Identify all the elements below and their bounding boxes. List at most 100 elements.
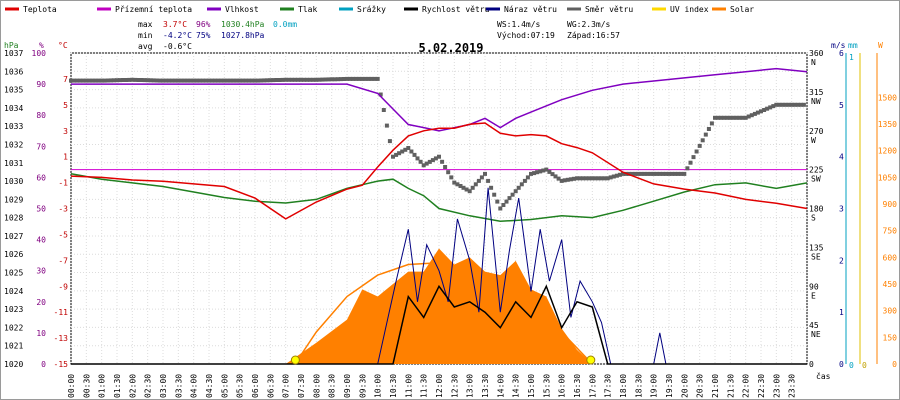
uv-tick-label: 0 bbox=[862, 361, 867, 370]
wind-direction-point bbox=[179, 78, 184, 83]
wind-direction-point bbox=[437, 154, 441, 159]
x-tick-label: 02:30 bbox=[144, 374, 153, 398]
grid bbox=[70, 52, 808, 365]
wind-direction-point bbox=[565, 177, 570, 182]
wind-direction-point bbox=[443, 165, 448, 169]
wind-direction-point bbox=[501, 203, 506, 207]
summary-max-label: max bbox=[138, 20, 153, 29]
wind-direction-point bbox=[703, 132, 708, 137]
humidity-tick-label: 60 bbox=[36, 173, 46, 182]
wind-direction-point bbox=[504, 199, 509, 204]
wind-direction-point bbox=[599, 176, 604, 181]
solar-tick-label: 1200 bbox=[878, 147, 897, 156]
wind-direction-point bbox=[197, 78, 202, 83]
pressure-tick-label: 1030 bbox=[4, 177, 23, 186]
humidity-tick-label: 80 bbox=[36, 111, 46, 120]
wind-direction-point bbox=[292, 77, 297, 82]
wind-direction-point bbox=[621, 171, 625, 176]
wind-tick-label: 6 bbox=[839, 49, 844, 58]
wind-direction-point bbox=[299, 77, 303, 82]
wind-direction-point bbox=[286, 77, 291, 82]
wind-direction-point bbox=[728, 115, 733, 120]
pressure-tick-label: 1037 bbox=[4, 49, 23, 58]
x-tick-label: 20:30 bbox=[696, 374, 705, 398]
x-tick-label: 07:00 bbox=[282, 374, 291, 398]
wind-direction-point bbox=[798, 102, 803, 107]
wind-direction-point bbox=[283, 77, 288, 82]
compass-label: SE bbox=[811, 252, 821, 261]
temperature-tick-label: -11 bbox=[54, 308, 69, 317]
wind-direction-point bbox=[713, 115, 717, 120]
summary-max-press: 1030.4hPa bbox=[221, 20, 265, 29]
wind-direction-point bbox=[323, 77, 328, 82]
wind-direction-point bbox=[663, 171, 668, 176]
x-tick-label: 02:00 bbox=[128, 374, 137, 398]
x-tick-label: 08:30 bbox=[328, 374, 337, 398]
wind-direction-point bbox=[651, 171, 656, 176]
direction-tick-label: 45 bbox=[809, 321, 819, 330]
wind-direction-point bbox=[369, 76, 374, 81]
wind-direction-point bbox=[237, 78, 242, 83]
direction-tick-label: 180 bbox=[809, 205, 824, 214]
wind-direction-point bbox=[483, 171, 487, 176]
wind-direction-point bbox=[320, 77, 325, 82]
x-tick-label: 11:00 bbox=[404, 374, 413, 398]
x-tick-label: 20:00 bbox=[680, 374, 689, 398]
summary-sunset: Západ:16:57 bbox=[567, 31, 620, 40]
wind-direction-point bbox=[164, 78, 169, 83]
legend-label: Vlhkost bbox=[225, 5, 259, 14]
pressure-tick-label: 1025 bbox=[4, 269, 23, 278]
solar-area bbox=[285, 248, 593, 364]
wind-direction-point bbox=[498, 206, 503, 211]
wind-direction-point bbox=[706, 127, 711, 131]
wind-direction-point bbox=[207, 78, 211, 83]
wind-tick-label: 4 bbox=[839, 153, 844, 162]
wind-direction-point bbox=[354, 76, 359, 81]
solar-tick-label: 1500 bbox=[878, 93, 897, 102]
wind-direction-point bbox=[115, 78, 119, 83]
wind-direction-point bbox=[335, 77, 340, 82]
legend-label: Teplota bbox=[23, 5, 57, 14]
wind-direction-point bbox=[519, 182, 524, 187]
wind-direction-point bbox=[305, 77, 310, 82]
wind-direction-point bbox=[351, 76, 356, 81]
wind-direction-point bbox=[415, 156, 420, 161]
wind-direction-point bbox=[222, 78, 227, 83]
direction-tick-label: 360 bbox=[809, 49, 824, 58]
wind-direction-point bbox=[774, 102, 779, 107]
x-tick-label: 14:00 bbox=[496, 374, 505, 398]
pressure-tick-label: 1026 bbox=[4, 250, 23, 259]
wind-direction-point bbox=[424, 161, 429, 166]
wind-tick-label: 5 bbox=[839, 101, 844, 110]
solar-tick-label: 450 bbox=[883, 280, 898, 289]
wind-direction-point bbox=[384, 123, 389, 128]
pressure-tick-label: 1028 bbox=[4, 214, 23, 223]
wind-direction-point bbox=[547, 169, 552, 174]
wind-direction-point bbox=[762, 108, 767, 112]
summary-max-hum: 96% bbox=[196, 20, 211, 29]
wind-direction-point bbox=[467, 189, 472, 194]
wind-direction-point bbox=[133, 77, 138, 82]
rain-tick-label: 1 bbox=[849, 53, 854, 62]
humidity-unit-label: % bbox=[39, 41, 44, 50]
x-tick-label: 04:30 bbox=[205, 374, 214, 398]
wind-direction-point bbox=[719, 115, 724, 120]
pressure-tick-label: 1031 bbox=[4, 159, 23, 168]
temperature-tick-label: -13 bbox=[54, 334, 69, 343]
humidity-tick-label: 70 bbox=[36, 142, 46, 151]
wind-direction-point bbox=[302, 77, 307, 82]
summary-sunrise: Východ:07:19 bbox=[497, 31, 555, 40]
wind-direction-point bbox=[191, 78, 196, 83]
wind-direction-point bbox=[363, 76, 368, 81]
compass-label: NE bbox=[811, 330, 821, 339]
rain-tick-label: 0 bbox=[849, 361, 854, 370]
direction-tick-label: 225 bbox=[809, 166, 824, 175]
wind-direction-point bbox=[308, 77, 313, 82]
wind-direction-point bbox=[737, 115, 742, 120]
wind-direction-point bbox=[676, 171, 681, 176]
summary-wg: WG:2.3m/s bbox=[567, 20, 611, 29]
wind-direction-point bbox=[682, 171, 687, 176]
x-tick-label: 18:00 bbox=[619, 374, 628, 398]
wind-direction-point bbox=[657, 171, 662, 176]
